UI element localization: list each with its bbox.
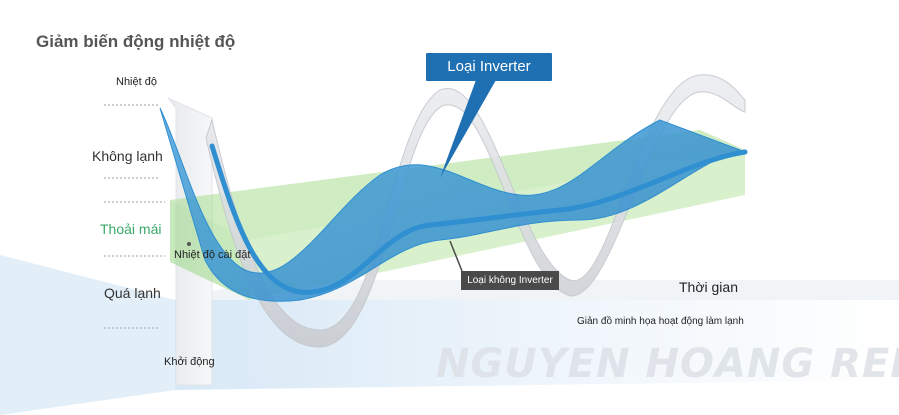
y-axis-label: Nhiệt độ bbox=[116, 76, 157, 88]
non-inverter-callout-pointer bbox=[449, 240, 463, 272]
watermark: NGUYEN HOANG REE bbox=[436, 341, 899, 387]
inverter-curve bbox=[159, 107, 748, 302]
level-label-hot: Không lạnh bbox=[92, 148, 163, 164]
floor-slab bbox=[0, 255, 899, 415]
level-guides bbox=[104, 104, 165, 329]
startup-label: Khởi động bbox=[164, 356, 215, 368]
setpoint-label: Nhiệt độ cài đặt bbox=[174, 249, 251, 261]
inverter-callout: Loại Inverter bbox=[426, 53, 552, 81]
diagram-title: Giảm biến động nhiệt độ bbox=[36, 32, 236, 51]
level-label-comfort: Thoải mái bbox=[100, 221, 162, 237]
x-axis-label: Thời gian bbox=[679, 279, 738, 295]
level-label-cold: Quá lạnh bbox=[104, 285, 161, 301]
non-inverter-callout: Loại không Inverter bbox=[461, 271, 559, 290]
setpoint-dot bbox=[187, 242, 191, 246]
diagram-caption: Giản đồ minh họa hoạt động làm lạnh bbox=[577, 316, 744, 327]
inverter-callout-pointer bbox=[440, 80, 496, 178]
